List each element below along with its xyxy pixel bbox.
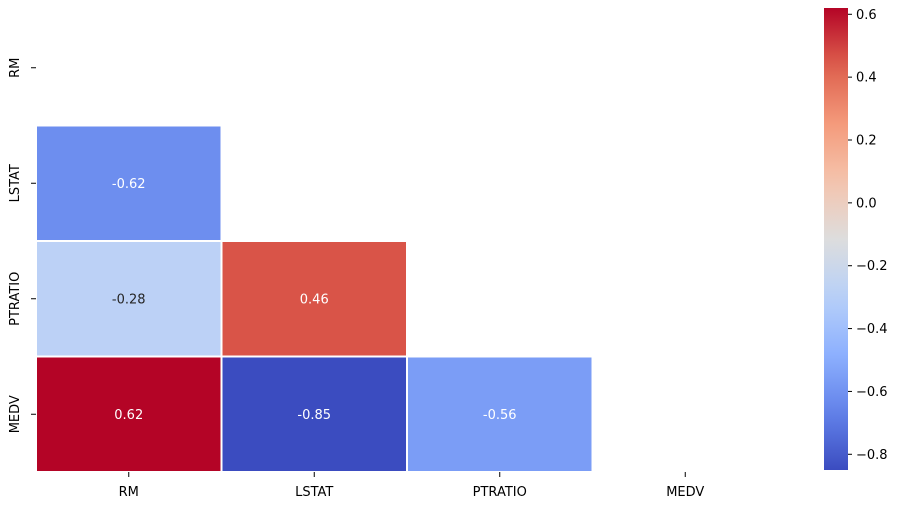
colorbar: 0.6 0.4 0.2 0.0 −0.2 −0.4 −0.6 −0.8 — [824, 8, 888, 470]
heatmap-cell: -0.85 — [220, 355, 408, 473]
y-tick-label: MEDV — [8, 395, 23, 433]
y-tick-label: LSTAT — [8, 164, 23, 202]
heatmap-cell-label: 0.46 — [300, 292, 329, 307]
heatmap-cell-label: -0.28 — [112, 292, 146, 307]
x-tick-label: MEDV — [666, 485, 704, 500]
colorbar-tick-label: 0.6 — [856, 8, 877, 23]
heatmap-cells: -0.62 -0.28 0.46 0.62 -0.85 -0.56 — [35, 124, 594, 473]
heatmap-cell: 0.62 — [35, 355, 223, 473]
colorbar-tick-label: −0.4 — [856, 322, 888, 337]
heatmap-cell-label: 0.62 — [114, 408, 143, 423]
colorbar-tick-label: 0.2 — [856, 134, 877, 149]
colorbar-gradient — [824, 8, 848, 470]
colorbar-tick-label: −0.2 — [856, 259, 888, 274]
x-axis: RM LSTAT PTRATIO MEDV — [119, 472, 704, 500]
heatmap-cell-rect — [406, 355, 594, 473]
heatmap-cell: -0.28 — [35, 240, 223, 358]
x-tick-label: PTRATIO — [473, 485, 527, 500]
colorbar-tick-label: −0.8 — [856, 448, 888, 463]
heatmap-cell-rect — [220, 240, 408, 358]
y-tick-label: PTRATIO — [8, 272, 23, 326]
heatmap-cell: -0.56 — [406, 355, 594, 473]
heatmap-cell-label: -0.85 — [297, 408, 331, 423]
heatmap-cell-label: -0.56 — [483, 408, 517, 423]
heatmap-cell-rect — [35, 355, 223, 473]
heatmap-cell: 0.46 — [220, 240, 408, 358]
y-tick-label: RM — [8, 58, 23, 78]
heatmap-cell-label: -0.62 — [112, 177, 146, 192]
colorbar-tick-label: 0.4 — [856, 71, 877, 86]
heatmap-cell: -0.62 — [35, 124, 223, 242]
colorbar-tick-label: 0.0 — [856, 196, 877, 211]
heatmap-cell-rect — [35, 124, 223, 242]
y-axis: RM LSTAT PTRATIO MEDV — [8, 58, 36, 433]
colorbar-tick-label: −0.6 — [856, 385, 888, 400]
x-tick-label: LSTAT — [295, 485, 333, 500]
heatmap-cell-rect — [35, 240, 223, 358]
x-tick-label: RM — [119, 485, 139, 500]
